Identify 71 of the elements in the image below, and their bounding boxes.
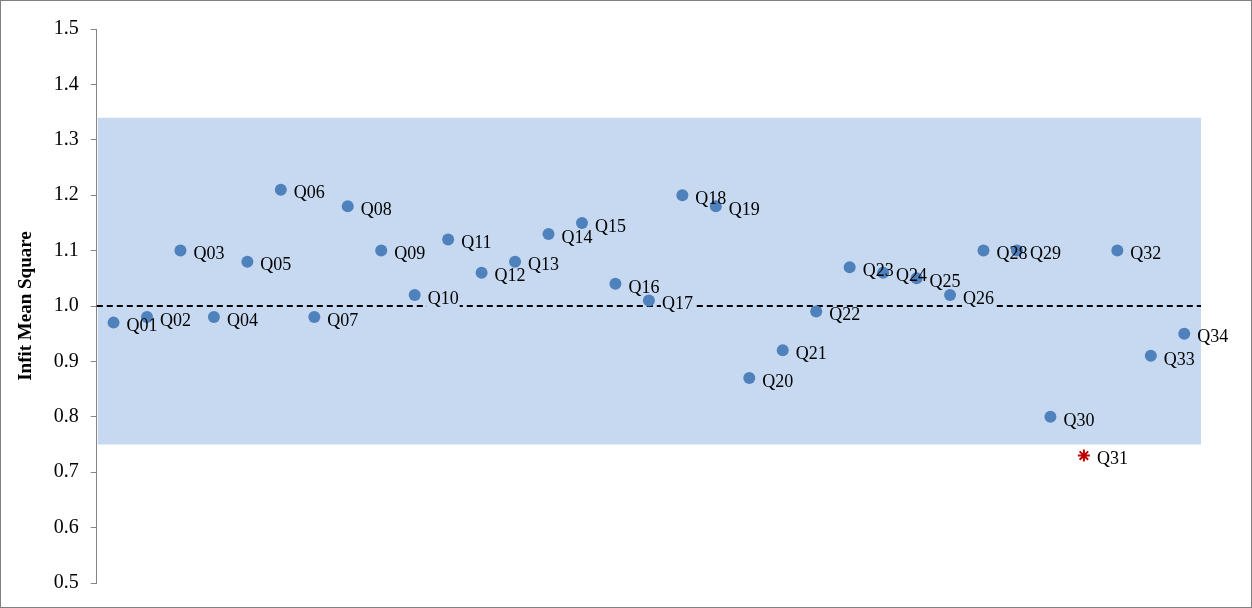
point [207,311,220,324]
data-label: Q30 [1063,409,1095,430]
y-axis-title: Infit Mean Square [14,231,36,381]
point [676,189,689,202]
data-label: Q26 [963,287,995,308]
point [174,244,187,257]
point [843,261,856,274]
point [776,344,789,357]
data-label: Q10 [427,287,459,308]
data-label: Q03 [193,243,225,264]
point [241,255,254,268]
data-label: Q29 [1029,243,1061,264]
data-label: Q24 [896,265,928,286]
y-tick-label: 1.3 [53,127,79,150]
y-tick-label: 0.7 [53,459,79,482]
y-tick-label: 0.6 [53,514,79,537]
point [810,305,823,318]
data-label: Q21 [795,343,827,364]
y-tick-label: 1.5 [53,16,79,39]
point [408,288,421,301]
data-label: Q01 [126,315,158,336]
point [341,200,354,213]
data-label: Q04 [226,309,258,330]
y-tick-label: 0.8 [53,404,79,427]
data-label: Q16 [628,276,660,297]
point [475,266,488,279]
point [1111,244,1124,257]
data-label: Q20 [762,370,794,391]
data-label: Q12 [494,265,526,286]
data-label: Q05 [260,254,292,275]
point [375,244,388,257]
data-label: Q34 [1197,326,1229,347]
y-tick-label: 0.5 [53,570,79,593]
y-tick-label: 1.2 [53,182,79,205]
data-label: Q31 [1096,448,1128,469]
data-label: Q07 [327,309,359,330]
data-label: Q15 [594,215,626,236]
data-label: Q32 [1130,243,1162,264]
data-label: Q28 [996,243,1028,264]
point [509,255,522,268]
point [575,216,588,229]
data-label: Q17 [661,293,693,314]
point [1144,349,1157,362]
data-label: Q25 [929,271,961,292]
point [1178,327,1191,340]
data-label: Q11 [461,232,492,253]
point [1076,448,1091,463]
point [1044,410,1057,423]
point [274,183,287,196]
point [743,372,756,385]
point [308,311,321,324]
y-tick-label: 1.4 [53,71,79,94]
data-label: Q13 [528,254,560,275]
data-label: Q23 [862,259,894,280]
y-tick-label: 1.0 [53,293,79,316]
y-tick-label: 1.1 [53,237,79,260]
point [542,227,555,240]
point [442,233,455,246]
data-label: Q06 [293,182,325,203]
data-label: Q18 [695,187,727,208]
data-label: Q19 [728,199,760,220]
data-label: Q14 [561,226,593,247]
data-label: Q22 [829,304,861,325]
point [609,277,622,290]
point [107,316,120,329]
data-label: Q02 [159,309,191,330]
data-label: Q09 [394,243,426,264]
data-label: Q33 [1163,348,1195,369]
y-tick-label: 0.9 [53,348,79,371]
data-label: Q08 [360,199,392,220]
point [977,244,990,257]
